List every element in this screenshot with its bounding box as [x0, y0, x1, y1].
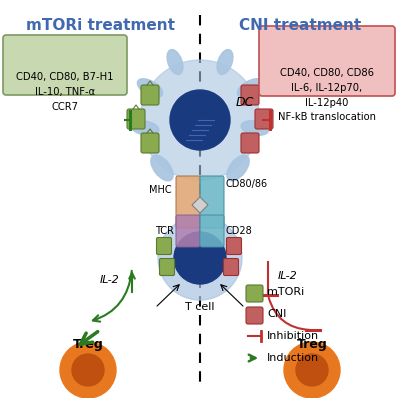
Text: Treg: Treg	[297, 338, 327, 351]
Text: CD80/86: CD80/86	[226, 179, 268, 189]
FancyBboxPatch shape	[259, 26, 395, 96]
Ellipse shape	[137, 79, 163, 97]
Circle shape	[170, 90, 230, 150]
Text: Treg: Treg	[73, 338, 103, 351]
FancyBboxPatch shape	[246, 285, 263, 302]
Text: MHC: MHC	[149, 185, 172, 195]
Text: CD40, CD80, CD86
IL-6, IL-12p70,
IL-12p40
NF-kB translocation: CD40, CD80, CD86 IL-6, IL-12p70, IL-12p4…	[278, 68, 376, 123]
Circle shape	[296, 354, 328, 386]
Circle shape	[60, 342, 116, 398]
FancyBboxPatch shape	[3, 35, 127, 95]
Text: CNI treatment: CNI treatment	[239, 18, 361, 33]
Text: Induction: Induction	[267, 353, 319, 363]
FancyBboxPatch shape	[176, 215, 200, 247]
FancyBboxPatch shape	[200, 176, 224, 228]
Ellipse shape	[227, 155, 249, 181]
Text: IL-2: IL-2	[278, 271, 298, 281]
FancyBboxPatch shape	[246, 307, 263, 324]
Text: DC: DC	[236, 96, 254, 109]
Text: CNI: CNI	[267, 309, 286, 319]
Text: IL-2: IL-2	[100, 275, 120, 285]
Circle shape	[284, 342, 340, 398]
FancyBboxPatch shape	[224, 258, 238, 275]
Circle shape	[140, 60, 260, 180]
Ellipse shape	[167, 50, 183, 74]
Ellipse shape	[217, 50, 233, 74]
Text: Inhibition: Inhibition	[267, 331, 319, 341]
Text: mTORi treatment: mTORi treatment	[26, 18, 174, 33]
FancyBboxPatch shape	[141, 85, 159, 105]
FancyBboxPatch shape	[127, 109, 145, 129]
FancyBboxPatch shape	[241, 133, 259, 153]
Text: mTORi: mTORi	[267, 287, 304, 297]
Polygon shape	[192, 197, 208, 213]
Text: T cell: T cell	[185, 302, 215, 312]
Text: CD40, CD80, B7-H1
IL-10, TNF-α
CCR7: CD40, CD80, B7-H1 IL-10, TNF-α CCR7	[16, 72, 114, 111]
FancyBboxPatch shape	[156, 238, 172, 254]
Text: CD28: CD28	[226, 226, 253, 236]
Circle shape	[158, 216, 242, 300]
FancyBboxPatch shape	[200, 215, 224, 247]
Circle shape	[72, 354, 104, 386]
Ellipse shape	[241, 121, 269, 135]
FancyBboxPatch shape	[255, 109, 273, 129]
Ellipse shape	[151, 155, 173, 181]
Ellipse shape	[237, 79, 263, 97]
Text: TCR: TCR	[155, 226, 174, 236]
FancyBboxPatch shape	[160, 258, 174, 275]
Circle shape	[174, 232, 226, 284]
Ellipse shape	[131, 121, 159, 135]
FancyBboxPatch shape	[176, 176, 200, 228]
FancyBboxPatch shape	[226, 238, 242, 254]
FancyBboxPatch shape	[141, 133, 159, 153]
FancyBboxPatch shape	[241, 85, 259, 105]
